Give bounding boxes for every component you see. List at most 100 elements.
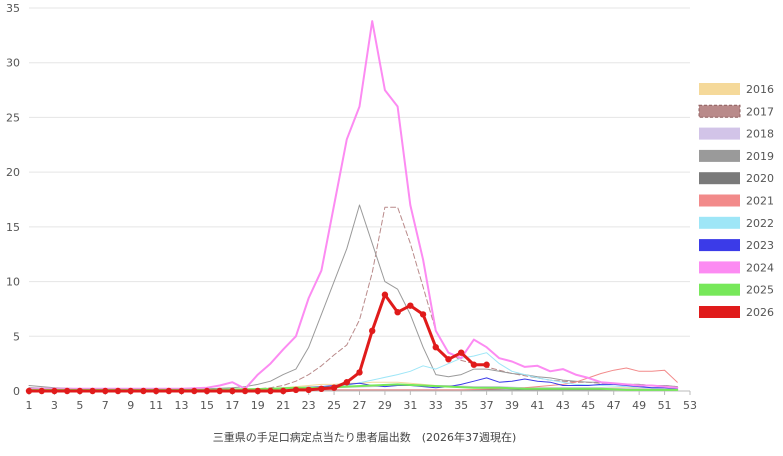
series-point-2026 (457, 349, 465, 356)
legend-label-2020[interactable]: 2020 (746, 172, 774, 185)
legend-swatch-2020[interactable] (699, 172, 740, 185)
x-tick-label: 17 (225, 399, 239, 412)
x-tick-label: 31 (403, 399, 417, 412)
legend-label-2024[interactable]: 2024 (746, 261, 774, 274)
legend-swatch-2022[interactable] (699, 216, 740, 229)
series-point-2026 (330, 384, 338, 391)
series-point-2026 (140, 387, 147, 395)
legend-label-2021[interactable]: 2021 (746, 195, 774, 208)
legend-swatch-2024[interactable] (699, 261, 740, 274)
series-point-2026 (267, 387, 274, 395)
x-tick-label: 35 (454, 399, 468, 412)
series-point-2026 (178, 387, 185, 395)
series-point-2026 (38, 387, 45, 395)
x-tick-label: 39 (505, 399, 519, 412)
legend-label-2023[interactable]: 2023 (746, 239, 774, 252)
series-line-2026 (27, 293, 489, 393)
series-point-2026 (381, 291, 389, 298)
x-tick-label: 1 (26, 399, 33, 412)
series-point-2026 (76, 387, 84, 395)
legend-swatch-2025[interactable] (699, 283, 740, 296)
legend-label-2025[interactable]: 2025 (746, 284, 774, 297)
series-point-2026 (63, 387, 71, 395)
legend-label-2022[interactable]: 2022 (746, 217, 774, 230)
legend-swatch-2018[interactable] (699, 127, 740, 140)
series-line-2017 (28, 206, 678, 391)
series-point-2026 (305, 386, 312, 394)
legend-swatch-2026[interactable] (699, 306, 740, 318)
series-point-2026 (394, 309, 401, 316)
series-point-2026 (114, 387, 122, 395)
series-point-2026 (127, 387, 134, 395)
x-tick-label: 33 (429, 399, 443, 412)
x-tick-label: 43 (556, 399, 570, 412)
series-point-2026 (318, 385, 325, 393)
series-point-2026 (191, 387, 198, 395)
series-point-2026 (292, 386, 300, 394)
x-tick-label: 13 (175, 399, 189, 412)
x-tick-label: 25 (327, 399, 341, 412)
y-tick-label: 30 (6, 57, 20, 70)
x-tick-label: 9 (127, 399, 134, 412)
y-tick-label: 15 (6, 221, 20, 234)
legend-label-2016[interactable]: 2016 (746, 83, 774, 96)
legend-swatch-2016[interactable] (699, 83, 740, 95)
x-axis-label: 三重県の手足口病定点当たり患者届出数 (2026年37週現在) (213, 430, 517, 444)
x-tick-label: 11 (149, 399, 163, 412)
series-point-2026 (25, 387, 33, 395)
x-tick-label: 21 (276, 399, 290, 412)
legend-label-2018[interactable]: 2018 (746, 128, 774, 141)
x-tick-label: 41 (530, 399, 544, 412)
x-tick-label: 47 (607, 399, 621, 412)
series-point-2026 (254, 387, 262, 395)
legend-swatch-2023[interactable] (699, 239, 740, 252)
series-point-2026 (165, 387, 173, 395)
series-point-2026 (51, 387, 58, 395)
series-point-2026 (369, 327, 376, 335)
x-tick-label: 51 (658, 399, 672, 412)
y-tick-label: 10 (6, 276, 20, 289)
legend-label-2017[interactable]: 2017 (746, 105, 774, 118)
series-point-2026 (280, 387, 287, 395)
x-tick-label: 23 (302, 399, 316, 412)
series-point-2026 (483, 361, 490, 368)
series-point-2026 (343, 379, 350, 386)
x-tick-label: 3 (51, 399, 58, 412)
legend: 2016 2017 2018 2019 2020 2021 2022 2023 2024 2025… (698, 83, 774, 319)
x-tick-label: 53 (683, 399, 697, 412)
y-tick-label: 20 (6, 166, 20, 179)
series-point-2026 (445, 356, 452, 363)
series-point-2026 (203, 387, 211, 395)
x-tick-label: 7 (102, 399, 109, 412)
legend-swatch-2019[interactable] (699, 149, 740, 162)
grid (29, 7, 690, 392)
legend-swatch-2021[interactable] (699, 194, 740, 207)
series-point-2026 (356, 369, 363, 376)
series-point-2026 (152, 387, 160, 395)
y-tick-label: 35 (6, 2, 20, 15)
series-point-2026 (102, 387, 109, 395)
series-point-2026 (419, 311, 427, 318)
series-point-2026 (432, 344, 439, 351)
legend-swatch-2017[interactable] (698, 104, 741, 118)
series-point-2026 (216, 387, 223, 395)
legend-label-2019[interactable]: 2019 (746, 150, 774, 163)
x-tick-label: 15 (200, 399, 214, 412)
series-point-2026 (229, 387, 236, 395)
x-tick-label: 37 (480, 399, 494, 412)
x-tick-label: 49 (632, 399, 646, 412)
series-line-2019 (28, 204, 678, 390)
legend-label-2026[interactable]: 2026 (746, 306, 774, 319)
series-layer (25, 20, 679, 395)
x-tick-label: 5 (76, 399, 83, 412)
series-point-2026 (89, 387, 96, 395)
series-point-2026 (241, 387, 249, 395)
series-point-2026 (470, 361, 478, 368)
y-tick-label: 25 (6, 111, 20, 124)
x-tick-label: 29 (378, 399, 392, 412)
y-tick-label: 5 (13, 330, 20, 343)
y-tick-label: 0 (13, 385, 20, 398)
series-point-2026 (407, 302, 414, 309)
